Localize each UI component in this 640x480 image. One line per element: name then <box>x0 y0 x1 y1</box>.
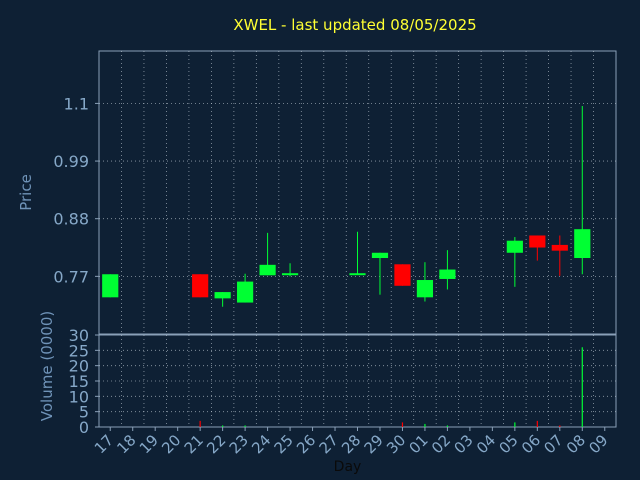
x-tick-label: 09 <box>585 431 611 457</box>
volume-tick-label: 25 <box>69 341 89 360</box>
volume-tick-label: 10 <box>69 387 89 406</box>
candle-01 <box>416 262 434 302</box>
candle-body <box>529 235 546 248</box>
price-plot-area <box>98 50 617 335</box>
candle-body <box>371 252 389 259</box>
x-axis-label: Day <box>334 459 362 475</box>
candle-body <box>551 244 568 251</box>
candle-17 <box>102 274 119 298</box>
candle-28 <box>349 231 366 276</box>
volume-tick-label: 0 <box>79 418 89 437</box>
volume-axis-label: Volume (0000) <box>38 311 56 421</box>
volume-tick-label: 5 <box>79 403 89 422</box>
candle-body <box>416 280 434 298</box>
price-tick-label: 0.99 <box>53 152 89 171</box>
candle-22 <box>214 292 231 307</box>
price-axis-label: Price <box>17 174 35 211</box>
candle-08 <box>574 106 591 275</box>
volume-plot-area <box>98 334 617 428</box>
candle-body <box>192 274 209 298</box>
candle-23 <box>237 273 254 303</box>
candle-05 <box>506 237 523 287</box>
candle-body <box>214 292 231 299</box>
candle-07 <box>551 235 568 276</box>
candle-body <box>394 264 411 286</box>
candle-body <box>102 274 119 298</box>
x-axis: 1718192021222324252627282930010203040506… <box>91 427 612 475</box>
candle-body <box>259 264 276 276</box>
candle-06 <box>529 235 546 261</box>
candle-body <box>506 240 523 253</box>
candle-24 <box>259 232 276 276</box>
candle-02 <box>439 250 456 290</box>
candle-25 <box>281 263 299 277</box>
candle-body <box>281 273 299 276</box>
price-tick-label: 0.77 <box>53 267 89 286</box>
candle-body <box>439 269 456 279</box>
candle-30 <box>394 264 411 286</box>
volume-tick-label: 30 <box>69 326 89 345</box>
candle-body <box>237 281 254 303</box>
chart-title: XWEL - last updated 08/05/2025 <box>233 16 476 34</box>
volume-tick-label: 20 <box>69 357 89 376</box>
price-tick-label: 1.1 <box>64 94 89 113</box>
volume-tick-label: 15 <box>69 372 89 391</box>
candle-body <box>574 229 591 259</box>
candle-body <box>349 273 366 276</box>
price-panel: 0.77 0.88 0.99 1.1 Price <box>17 50 617 335</box>
candle-21 <box>192 274 209 298</box>
candle-29 <box>371 252 389 295</box>
price-tick-label: 0.88 <box>53 210 89 229</box>
